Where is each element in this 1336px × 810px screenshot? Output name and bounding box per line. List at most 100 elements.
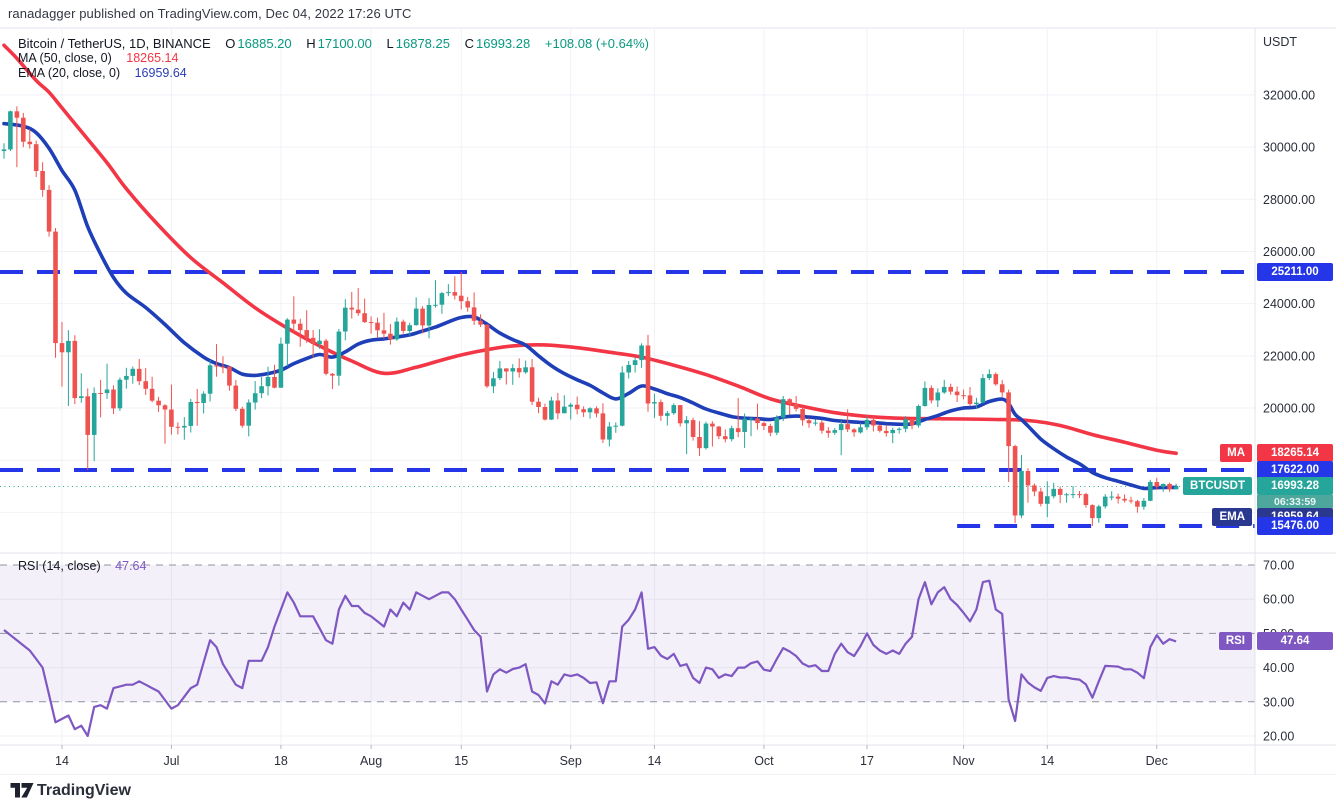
candle xyxy=(858,423,863,434)
time-axis-label[interactable]: 14 xyxy=(647,754,661,768)
candle xyxy=(871,415,876,432)
ohlc-close-label: C xyxy=(464,36,475,51)
candle xyxy=(768,423,773,437)
candle xyxy=(201,391,206,414)
time-axis-label[interactable]: Nov xyxy=(952,754,975,768)
time-axis-label[interactable]: Sep xyxy=(560,754,582,768)
candle xyxy=(439,291,445,314)
candle xyxy=(394,317,400,341)
time-axis-label[interactable]: Aug xyxy=(360,754,382,768)
candle xyxy=(233,380,239,412)
candle xyxy=(452,276,458,300)
candle xyxy=(1122,494,1127,503)
candle xyxy=(214,344,219,377)
candle xyxy=(149,376,155,403)
time-axis-label[interactable]: 14 xyxy=(55,754,69,768)
axis-price-badge: 18265.14 xyxy=(1257,444,1333,462)
time-axis-label[interactable]: Dec xyxy=(1146,754,1168,768)
candle xyxy=(639,343,644,368)
candle xyxy=(774,415,780,436)
candle xyxy=(594,406,599,418)
candle xyxy=(246,399,251,437)
candle xyxy=(330,373,335,389)
candle xyxy=(240,406,245,428)
candle xyxy=(510,364,516,385)
candle xyxy=(297,318,303,347)
candle xyxy=(1057,486,1063,503)
candle xyxy=(903,416,908,433)
candle xyxy=(1135,499,1140,513)
published-note: ranadagger published on TradingView.com,… xyxy=(8,6,412,21)
candle xyxy=(890,427,895,444)
candle xyxy=(1167,482,1172,492)
candle xyxy=(130,366,136,384)
candle xyxy=(343,299,348,341)
price-axis-label: 24000.00 xyxy=(1263,297,1315,311)
candle xyxy=(98,379,103,418)
candle xyxy=(259,377,264,399)
candle xyxy=(1090,504,1095,526)
candle xyxy=(291,296,297,333)
candlestick-series xyxy=(1,106,1179,526)
time-axis[interactable] xyxy=(0,745,1255,775)
candle xyxy=(162,404,168,444)
candle xyxy=(542,403,548,421)
time-axis-label[interactable]: Jul xyxy=(163,754,179,768)
candle xyxy=(407,322,412,336)
candle xyxy=(1070,486,1076,499)
candle xyxy=(111,385,116,414)
candle xyxy=(516,358,522,378)
ema-legend: EMA (20, close, 0) 16959.64 xyxy=(18,66,189,80)
candle xyxy=(967,387,973,407)
candle xyxy=(1128,496,1134,504)
tradingview-logo-text[interactable]: TradingView xyxy=(37,782,131,799)
candle xyxy=(1038,487,1044,507)
price-axis[interactable] xyxy=(1255,28,1336,775)
candle xyxy=(729,425,734,442)
time-axis-label[interactable]: 14 xyxy=(1040,754,1054,768)
candle xyxy=(59,321,65,387)
price-axis-label: 30000.00 xyxy=(1263,141,1315,155)
candle xyxy=(355,288,361,316)
ma-legend-label: MA (50, close, 0) xyxy=(18,51,112,65)
candle xyxy=(104,363,110,399)
candle xyxy=(755,403,760,430)
ohlc-high-value: 17100.00 xyxy=(317,36,372,51)
candle xyxy=(310,330,316,358)
candle xyxy=(1,143,7,159)
candle xyxy=(252,381,258,410)
candle xyxy=(433,280,438,308)
candle xyxy=(845,409,850,432)
candle xyxy=(40,162,45,197)
time-axis-label[interactable]: 18 xyxy=(274,754,288,768)
time-axis-label[interactable]: 17 xyxy=(860,754,874,768)
candle xyxy=(317,329,322,349)
ma-legend: MA (50, close, 0) 18265.14 xyxy=(18,51,180,65)
candle xyxy=(922,381,928,407)
candle xyxy=(91,387,97,462)
candle xyxy=(909,418,915,430)
candle xyxy=(974,397,979,409)
tradingview-logo-icon[interactable] xyxy=(10,782,34,799)
candle xyxy=(381,312,387,339)
candle xyxy=(504,368,509,385)
time-axis-label[interactable]: 15 xyxy=(454,754,468,768)
time-axis-label[interactable]: Oct xyxy=(754,754,774,768)
candle xyxy=(124,367,129,389)
axis-price-badge: 47.64 xyxy=(1257,632,1333,650)
candle xyxy=(1173,483,1179,490)
candle xyxy=(14,106,20,168)
candle xyxy=(420,306,425,334)
candle xyxy=(677,404,683,427)
candle xyxy=(748,417,754,437)
candle xyxy=(723,429,728,443)
logo-row: TradingView xyxy=(0,775,1336,810)
axis-price-badge: 16993.28 xyxy=(1257,477,1333,495)
candle xyxy=(536,397,541,414)
candle xyxy=(993,372,999,386)
candle xyxy=(1141,498,1147,510)
candle xyxy=(607,422,612,447)
candle xyxy=(1154,477,1160,490)
price-axis-label: 20000.00 xyxy=(1263,402,1315,416)
